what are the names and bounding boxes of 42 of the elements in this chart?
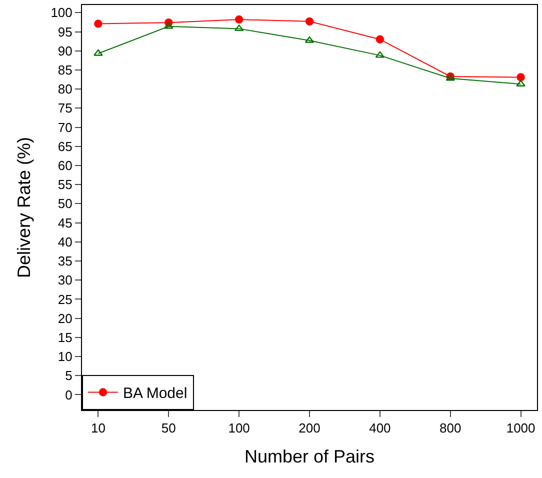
x-axis-title: Number of Pairs xyxy=(244,446,375,467)
point xyxy=(516,80,526,86)
point xyxy=(376,35,384,44)
y-tick-label: 80 xyxy=(58,82,72,97)
y-tick-label: 15 xyxy=(58,330,72,345)
y-tick-label: 75 xyxy=(58,100,72,116)
x-tick-label: 200 xyxy=(298,420,320,436)
y-tick-label: 85 xyxy=(58,62,72,78)
point xyxy=(234,24,244,32)
point xyxy=(516,73,525,82)
x-tick-label: 50 xyxy=(161,420,176,436)
point xyxy=(94,49,103,56)
y-tick-label: 45 xyxy=(58,215,72,230)
legend-label: BA Model xyxy=(123,385,188,402)
point xyxy=(304,36,314,43)
x-tick-label: 800 xyxy=(440,420,462,436)
y-tick-label: 35 xyxy=(58,254,72,269)
y-tick-label: 50 xyxy=(58,196,72,212)
y-tick-label: 55 xyxy=(58,177,72,192)
y-tick-label: 5 xyxy=(65,368,72,384)
x-tick-label: 1000 xyxy=(506,420,536,436)
y-tick-label: 70 xyxy=(58,120,72,135)
y-tick-label: 95 xyxy=(58,24,72,40)
y-tick-label: 90 xyxy=(58,43,72,58)
y-tick-label: 60 xyxy=(58,158,72,174)
point xyxy=(164,22,174,29)
x-tick-label: 400 xyxy=(369,420,391,436)
y-tick-label: 65 xyxy=(58,138,72,154)
y-axis-title: Delivery Rate (%) xyxy=(14,136,34,278)
y-tick-label: 25 xyxy=(58,292,72,307)
y-tick-label: 0 xyxy=(65,387,72,402)
x-tick-label: 10 xyxy=(90,420,106,436)
y-tick-label: 40 xyxy=(58,234,72,250)
point xyxy=(234,15,244,24)
y-tick-label: 100 xyxy=(50,5,72,20)
x-tick-label: 100 xyxy=(228,420,250,436)
y-tick-label: 20 xyxy=(58,310,72,326)
point xyxy=(305,17,314,26)
y-tick-label: 10 xyxy=(58,349,72,364)
point xyxy=(94,20,102,28)
point xyxy=(375,51,385,58)
y-tick-label: 30 xyxy=(58,272,72,288)
